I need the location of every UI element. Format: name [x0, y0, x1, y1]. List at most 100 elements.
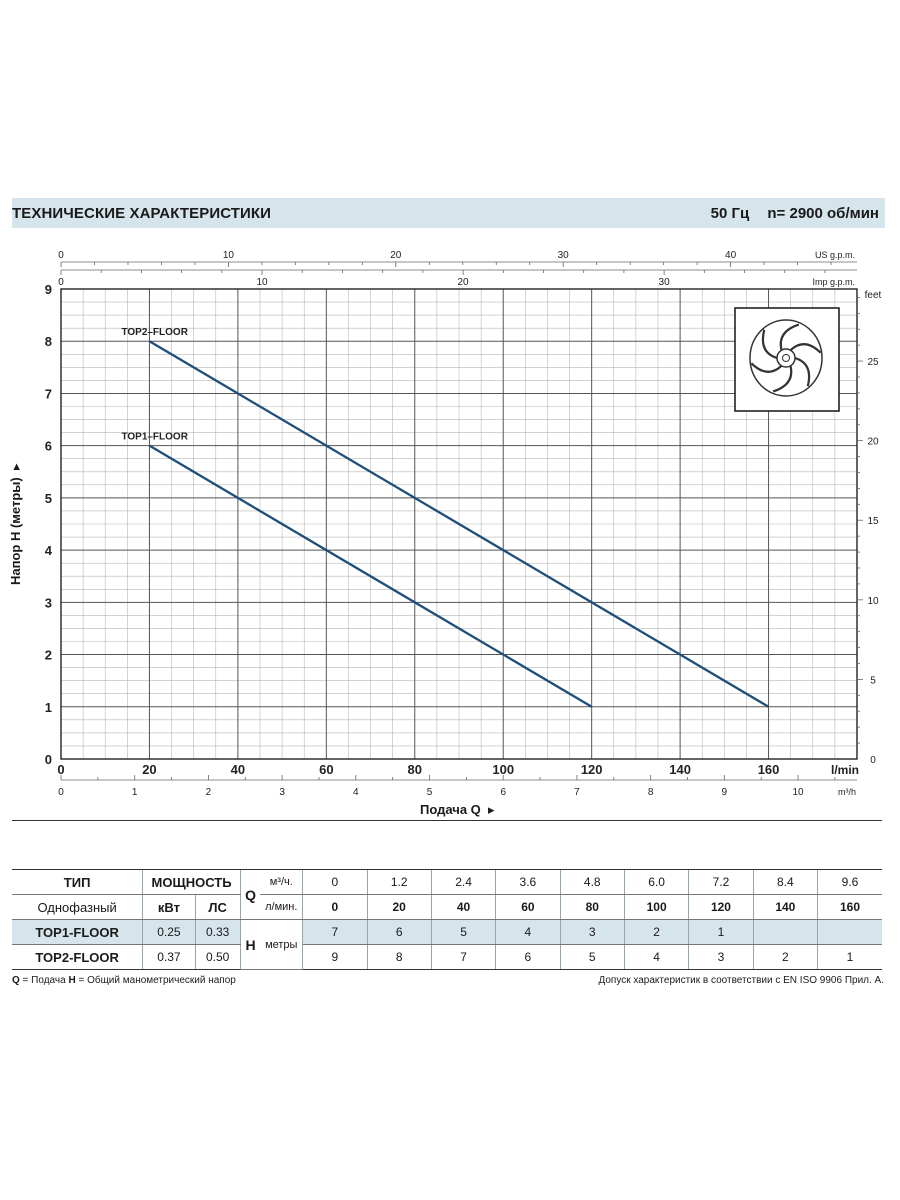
table-row: TOP1-FLOOR 0.25 0.33 H метры 7 6 5 4 3 2… [12, 919, 882, 970]
impeller-vane [794, 356, 811, 387]
x-tick-label: 120 [581, 762, 603, 777]
impeller-hub [776, 348, 796, 368]
power-header: МОЩНОСТЬ [142, 870, 241, 895]
x-tick-label: 20 [142, 762, 156, 777]
h-unit: метры [260, 919, 304, 970]
section-divider [12, 820, 882, 821]
model-name: TOP1-FLOOR [12, 919, 144, 945]
impeller-icon [734, 307, 840, 412]
q-m3h-cell: 0 [302, 870, 368, 895]
series-label: TOP1–FLOOR [121, 432, 188, 443]
h-cell: 5 [560, 944, 625, 970]
q-lmin-cell: 120 [688, 894, 754, 920]
q-m3h-cell: 4.8 [560, 870, 625, 895]
h-cell: 1 [817, 944, 882, 970]
impgpm-tick-label: 0 [58, 277, 64, 288]
impeller-vane [779, 323, 800, 351]
impeller-vane [772, 365, 793, 393]
speed-label: n= 2900 об/мин [767, 205, 879, 222]
y-tick-label: 5 [45, 491, 52, 506]
series-label: TOP2–FLOOR [121, 327, 188, 338]
series-line [148, 444, 593, 708]
q-m3h-cell: 3.6 [495, 870, 561, 895]
h-cell: 4 [624, 944, 690, 970]
y-tick-label: 8 [45, 334, 52, 349]
m3h-tick-label: 5 [427, 787, 433, 798]
y-axis-title: Напор H (метры) ▸ [8, 463, 23, 585]
model-kw: 0.25 [142, 919, 196, 945]
m3h-tick-label: 4 [353, 787, 359, 798]
q-symbol: Q [240, 870, 261, 920]
feet-tick-label: 5 [870, 675, 876, 686]
x-tick-label: 100 [492, 762, 514, 777]
x-axis-title: Подача Q ▸ [420, 802, 495, 817]
impgpm-tick-label: 30 [659, 277, 671, 288]
usgpm-tick-label: 30 [558, 250, 570, 261]
usgpm-tick-label: 10 [223, 250, 235, 261]
q-lmin-cell: 40 [431, 894, 497, 920]
y-tick-label: 2 [45, 648, 52, 663]
specs-header: ТЕХНИЧЕСКИЕ ХАРАКТЕРИСТИКИ 50 Гц n= 2900… [12, 198, 885, 228]
feet-unit-label: feet [865, 290, 882, 301]
y-tick-label: 9 [45, 282, 52, 297]
header-title: ТЕХНИЧЕСКИЕ ХАРАКТЕРИСТИКИ [12, 205, 272, 222]
hp-header: ЛС [195, 894, 241, 920]
q-m3h-cell: 7.2 [688, 870, 754, 895]
impeller-rim [749, 319, 823, 397]
performance-table: ТИП МОЩНОСТЬ Q м³/ч. 0 1.2 2.4 3.6 4.8 6… [12, 870, 882, 970]
q-lmin-unit: л/мин. [260, 894, 304, 920]
q-m3h-cell: 1.2 [367, 870, 432, 895]
h-cell: 9 [302, 944, 368, 970]
h-cell: 1 [688, 919, 754, 945]
usgpm-tick-label: 40 [725, 250, 737, 261]
y-tick-label: 6 [45, 439, 52, 454]
x-tick-label: 0 [57, 762, 64, 777]
m3h-tick-label: 0 [58, 787, 64, 798]
model-kw: 0.37 [142, 944, 196, 970]
q-m3h-unit: м³/ч. [260, 870, 304, 895]
m3h-tick-label: 1 [132, 787, 138, 798]
h-cell: 2 [753, 944, 819, 970]
impeller-vane [789, 343, 822, 354]
table-top-rule [12, 869, 882, 870]
impgpm-tick-label: 10 [256, 277, 268, 288]
h-cell: 3 [688, 944, 754, 970]
model-name: TOP2-FLOOR [12, 944, 144, 970]
m3h-tick-label: 6 [500, 787, 506, 798]
feet-tick-label: 10 [867, 596, 879, 607]
q-lmin-cell: 160 [817, 894, 882, 920]
y-tick-label: 7 [45, 386, 52, 401]
type-header: ТИП [12, 870, 144, 895]
m3h-tick-label: 8 [648, 787, 654, 798]
plot-frame [60, 288, 858, 760]
chart-series: TOP2–FLOOR TOP1–FLOOR [121, 327, 770, 708]
h-cell: 3 [560, 919, 625, 945]
feet-tick-label: 0 [870, 755, 876, 766]
feet-tick-label: 20 [867, 437, 879, 448]
q-lmin-cell: 0 [302, 894, 368, 920]
x-tick-label: 40 [231, 762, 245, 777]
h-cell: 6 [495, 944, 561, 970]
x-tick-label: 160 [758, 762, 780, 777]
model-hp: 0.33 [195, 919, 241, 945]
model-hp: 0.50 [195, 944, 241, 970]
q-m3h-cell: 6.0 [624, 870, 690, 895]
usgpm-tick-label: 20 [390, 250, 402, 261]
x-tick-label: 80 [408, 762, 422, 777]
table-row: TOP2-FLOOR 0.37 0.50 9 8 7 6 5 4 3 2 1 [12, 944, 882, 970]
tolerance-note: Допуск характеристик в соответствии с EN… [598, 975, 884, 986]
h-cell [753, 919, 819, 945]
q-lmin-cell: 80 [560, 894, 625, 920]
chart-axes [60, 261, 863, 781]
h-cell [817, 919, 882, 945]
impgpm-unit-label: Imp g.p.m. [812, 277, 855, 287]
h-cell: 6 [367, 919, 432, 945]
h-cell: 8 [367, 944, 432, 970]
impgpm-tick-label: 20 [458, 277, 470, 288]
y-tick-label: 0 [45, 752, 52, 767]
y-tick-label: 3 [45, 595, 52, 610]
h-cell: 7 [302, 919, 368, 945]
q-m3h-cell: 8.4 [753, 870, 819, 895]
